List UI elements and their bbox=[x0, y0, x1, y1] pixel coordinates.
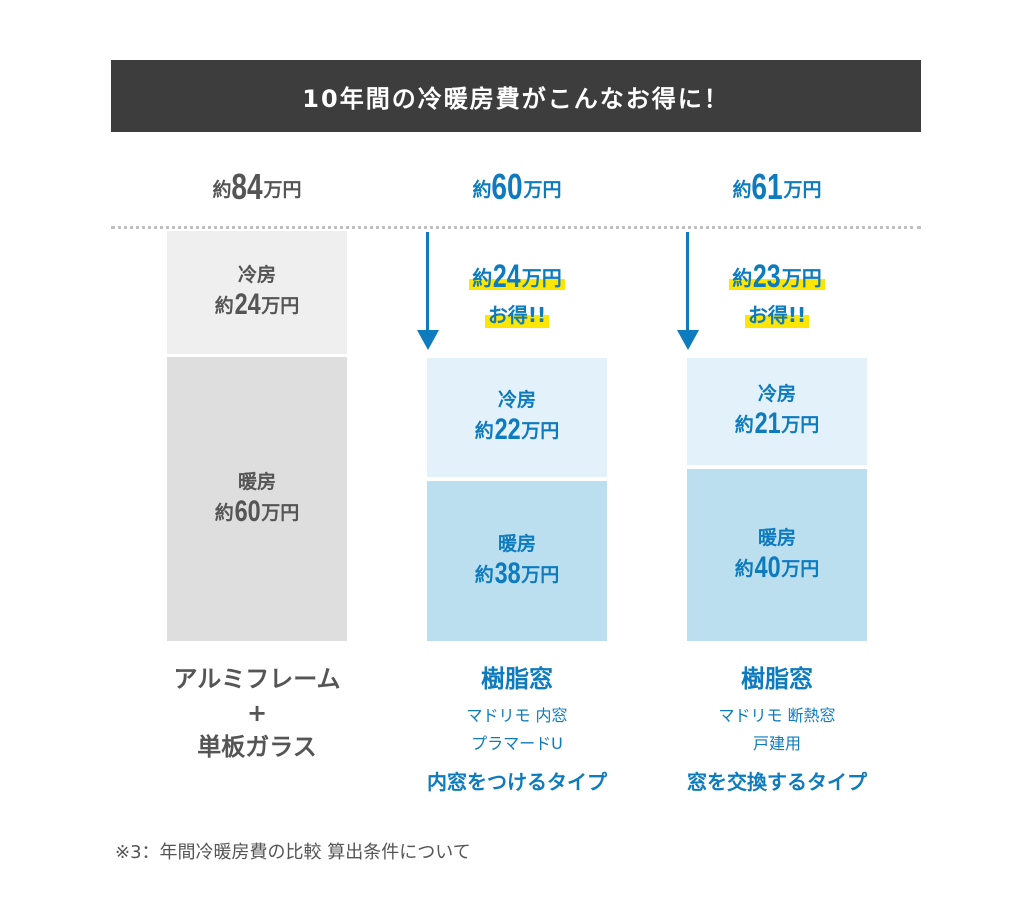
down-arrow-icon bbox=[677, 232, 699, 350]
amount-suffix: 万円 bbox=[521, 563, 560, 586]
amount-prefix: 約 bbox=[474, 563, 494, 586]
amount-value: 22 bbox=[494, 413, 521, 446]
savings-callout: 約23万円 お得!! bbox=[687, 258, 867, 328]
product-type: 窓を交換するタイプ bbox=[687, 770, 867, 794]
savings-text: お得!! bbox=[484, 299, 550, 328]
down-arrow-icon bbox=[417, 232, 439, 350]
total-label-aluminum: 約84万円 bbox=[167, 166, 347, 208]
category-name: 樹脂窓 bbox=[481, 665, 553, 693]
savings-amount: 約24万円 bbox=[469, 258, 565, 294]
total-value: 61 bbox=[751, 166, 784, 207]
amount-prefix: 約 bbox=[214, 295, 234, 317]
segment-amount: 約24万円 bbox=[215, 288, 299, 323]
bar-segment-heating: 暖房 約60万円 bbox=[167, 357, 347, 641]
amount-suffix: 万円 bbox=[261, 501, 300, 524]
total-label-replacement-window: 約61万円 bbox=[687, 166, 867, 208]
segment-label: 暖房 bbox=[497, 532, 536, 555]
bar-segment-cooling: 冷房 約21万円 bbox=[687, 358, 867, 465]
category-name-line: アルミフレーム bbox=[173, 665, 341, 693]
segment-label: 暖房 bbox=[757, 526, 796, 549]
savings-amount: 約23万円 bbox=[729, 258, 825, 294]
bar-segment-heating: 暖房 約38万円 bbox=[427, 481, 607, 641]
amount-prefix: 約 bbox=[214, 501, 234, 524]
total-label-inner-window: 約60万円 bbox=[427, 166, 607, 208]
total-value: 60 bbox=[491, 166, 524, 207]
segment-label: 冷房 bbox=[757, 383, 796, 405]
total-suffix: 万円 bbox=[523, 179, 562, 201]
amount-prefix: 約 bbox=[474, 420, 494, 442]
bar-segment-cooling: 冷房 約24万円 bbox=[167, 231, 347, 354]
segment-label: 冷房 bbox=[497, 389, 536, 411]
total-prefix: 約 bbox=[472, 179, 492, 201]
segment-amount: 約38万円 bbox=[475, 557, 559, 592]
product-name-line: マドリモ 断熱窓 bbox=[718, 706, 836, 725]
amount-value: 21 bbox=[754, 407, 781, 440]
category-name-line: + bbox=[246, 699, 268, 727]
savings-prefix: 約 bbox=[472, 266, 493, 290]
segment-amount: 約21万円 bbox=[735, 407, 819, 442]
amount-prefix: 約 bbox=[734, 414, 754, 436]
category-name: 樹脂窓 bbox=[741, 665, 813, 693]
savings-text: お得!! bbox=[744, 299, 810, 328]
segment-label: 暖房 bbox=[237, 470, 276, 493]
savings-suffix: 万円 bbox=[521, 266, 562, 290]
savings-prefix: 約 bbox=[732, 266, 753, 290]
savings-value: 23 bbox=[753, 258, 781, 294]
amount-suffix: 万円 bbox=[521, 420, 560, 442]
category-label-inner-window: 樹脂窓 マドリモ 内窓 プラマードU 内窓をつけるタイプ bbox=[397, 662, 637, 795]
product-name-line: マドリモ 内窓 bbox=[466, 706, 568, 725]
bar-segment-cooling: 冷房 約22万円 bbox=[427, 358, 607, 477]
amount-value: 38 bbox=[494, 556, 521, 590]
product-type: 内窓をつけるタイプ bbox=[427, 770, 607, 794]
category-name-line: 単板ガラス bbox=[197, 733, 317, 761]
chart-title-banner: 10年間の冷暖房費がこんなお得に！ bbox=[111, 60, 921, 132]
footnote: ※3：年間冷暖房費の比較 算出条件について bbox=[115, 842, 471, 863]
segment-amount: 約22万円 bbox=[475, 413, 559, 448]
category-label-replacement-window: 樹脂窓 マドリモ 断熱窓 戸建用 窓を交換するタイプ bbox=[647, 662, 907, 795]
total-prefix: 約 bbox=[732, 179, 752, 201]
bar-segment-heating: 暖房 約40万円 bbox=[687, 469, 867, 641]
amount-prefix: 約 bbox=[734, 557, 754, 580]
segment-amount: 約60万円 bbox=[215, 495, 299, 530]
amount-value: 40 bbox=[754, 550, 781, 584]
total-prefix: 約 bbox=[212, 179, 232, 201]
total-suffix: 万円 bbox=[263, 179, 302, 201]
total-value: 84 bbox=[231, 166, 264, 207]
baseline-dotted-divider bbox=[111, 226, 921, 229]
amount-suffix: 万円 bbox=[781, 414, 820, 436]
product-name-line: プラマードU bbox=[471, 734, 563, 753]
savings-suffix: 万円 bbox=[781, 266, 822, 290]
amount-suffix: 万円 bbox=[261, 295, 300, 317]
total-suffix: 万円 bbox=[783, 179, 822, 201]
segment-label: 冷房 bbox=[237, 264, 276, 286]
amount-value: 60 bbox=[234, 494, 261, 528]
amount-value: 24 bbox=[234, 288, 261, 321]
product-name-line: 戸建用 bbox=[752, 734, 801, 753]
category-label-aluminum: アルミフレーム + 単板ガラス bbox=[147, 662, 367, 764]
amount-suffix: 万円 bbox=[781, 557, 820, 580]
savings-value: 24 bbox=[493, 258, 521, 294]
savings-callout: 約24万円 お得!! bbox=[427, 258, 607, 328]
segment-amount: 約40万円 bbox=[735, 551, 819, 586]
